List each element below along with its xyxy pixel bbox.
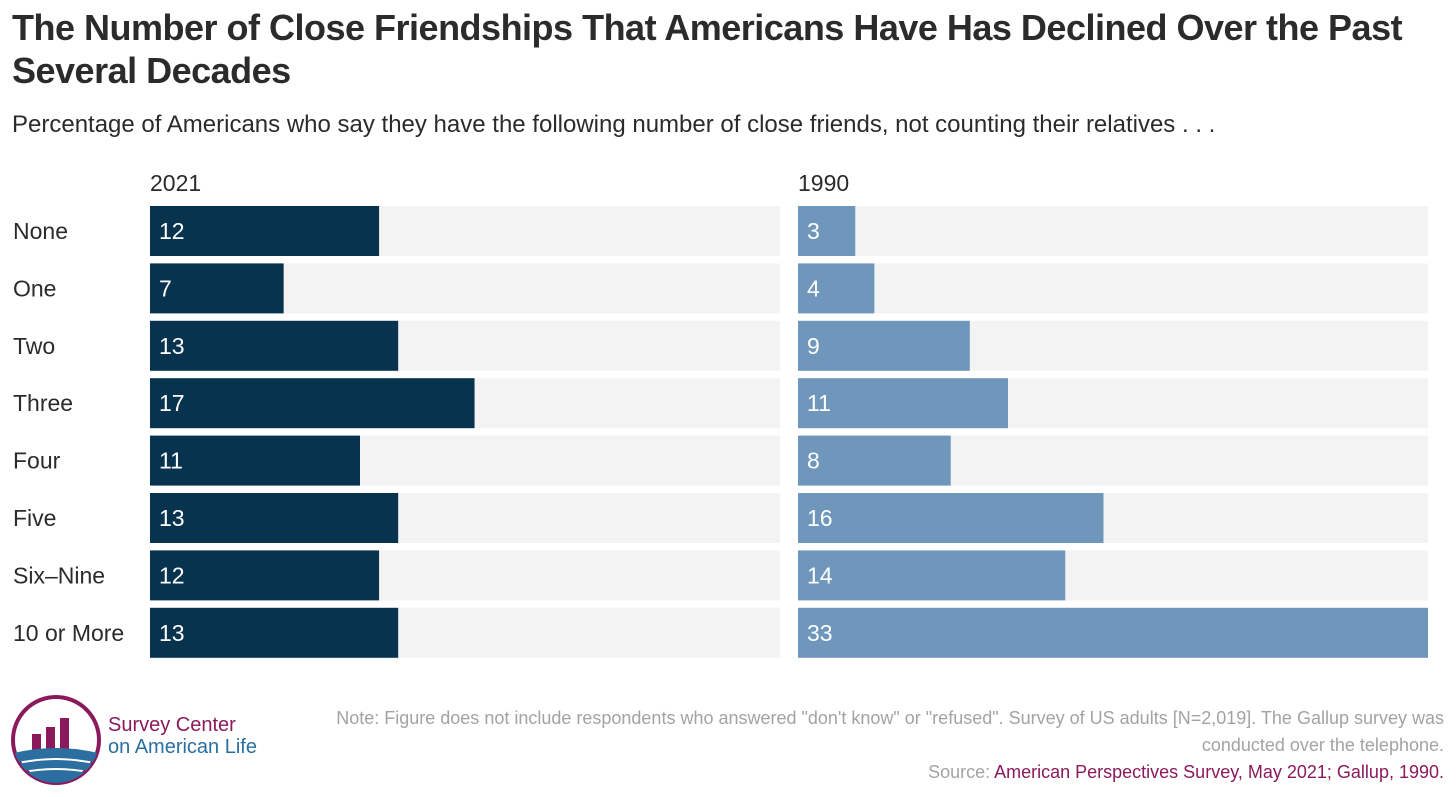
logo: Survey Center on American Life [10, 694, 310, 786]
data-label: 13 [159, 333, 185, 359]
bar [150, 550, 380, 601]
bar-track [798, 263, 1428, 314]
bar [150, 493, 399, 543]
category-label: None [13, 218, 68, 244]
source-prefix: Source: [928, 762, 995, 782]
data-label: 13 [159, 620, 185, 646]
category-label: Two [13, 333, 55, 359]
source-line: Source: American Perspectives Survey, Ma… [314, 759, 1444, 786]
bar [798, 550, 1066, 601]
category-label: Three [13, 390, 73, 416]
bar [798, 435, 951, 486]
bar [150, 320, 399, 371]
data-label: 14 [807, 562, 833, 588]
data-label: 12 [159, 218, 185, 244]
logo-line-1: Survey Center [108, 714, 236, 736]
logo-line-2: on American Life [108, 736, 257, 758]
bar [798, 263, 875, 314]
data-label: 17 [159, 390, 185, 416]
category-label: Four [13, 448, 61, 474]
bar [798, 206, 856, 256]
bar-track [798, 206, 1428, 256]
bar [798, 378, 1008, 429]
data-label: 13 [159, 505, 185, 531]
panel-label-1990: 1990 [798, 170, 850, 196]
data-label: 9 [807, 333, 820, 359]
logo-text: Survey Center on American Life [108, 714, 257, 758]
category-label: 10 or More [13, 620, 124, 646]
bar [150, 263, 284, 314]
category-label: Six–Nine [13, 562, 105, 588]
panel-label-2021: 2021 [150, 170, 202, 196]
category-label: Five [13, 505, 56, 531]
data-label: 4 [807, 275, 820, 301]
data-label: 12 [159, 562, 185, 588]
footer: Note: Figure does not include respondent… [314, 705, 1444, 786]
data-label: 8 [807, 448, 820, 474]
bar [150, 378, 475, 429]
data-label: 3 [807, 218, 820, 244]
data-label: 33 [807, 620, 833, 646]
bar [798, 607, 1428, 658]
bar [150, 435, 360, 486]
chart-subtitle: Percentage of Americans who say they hav… [12, 111, 1216, 138]
data-label: 11 [159, 448, 183, 474]
category-label: One [13, 275, 56, 301]
bar-chart-in-circle-logo-icon [11, 695, 101, 785]
chart-title: The Number of Close Friendships That Ame… [12, 7, 1403, 91]
footnote: Note: Figure does not include respondent… [336, 708, 1444, 755]
data-label: 16 [807, 505, 833, 531]
data-label: 7 [159, 275, 172, 301]
source-text: American Perspectives Survey, May 2021; … [994, 762, 1444, 782]
bar-chart: None One Two Three Four Five Six–Nine 10 or Mor… [13, 206, 1428, 658]
bar [798, 493, 1104, 543]
bar [150, 206, 380, 256]
bar [150, 607, 399, 658]
data-label: 11 [807, 390, 831, 416]
bar [798, 320, 970, 371]
